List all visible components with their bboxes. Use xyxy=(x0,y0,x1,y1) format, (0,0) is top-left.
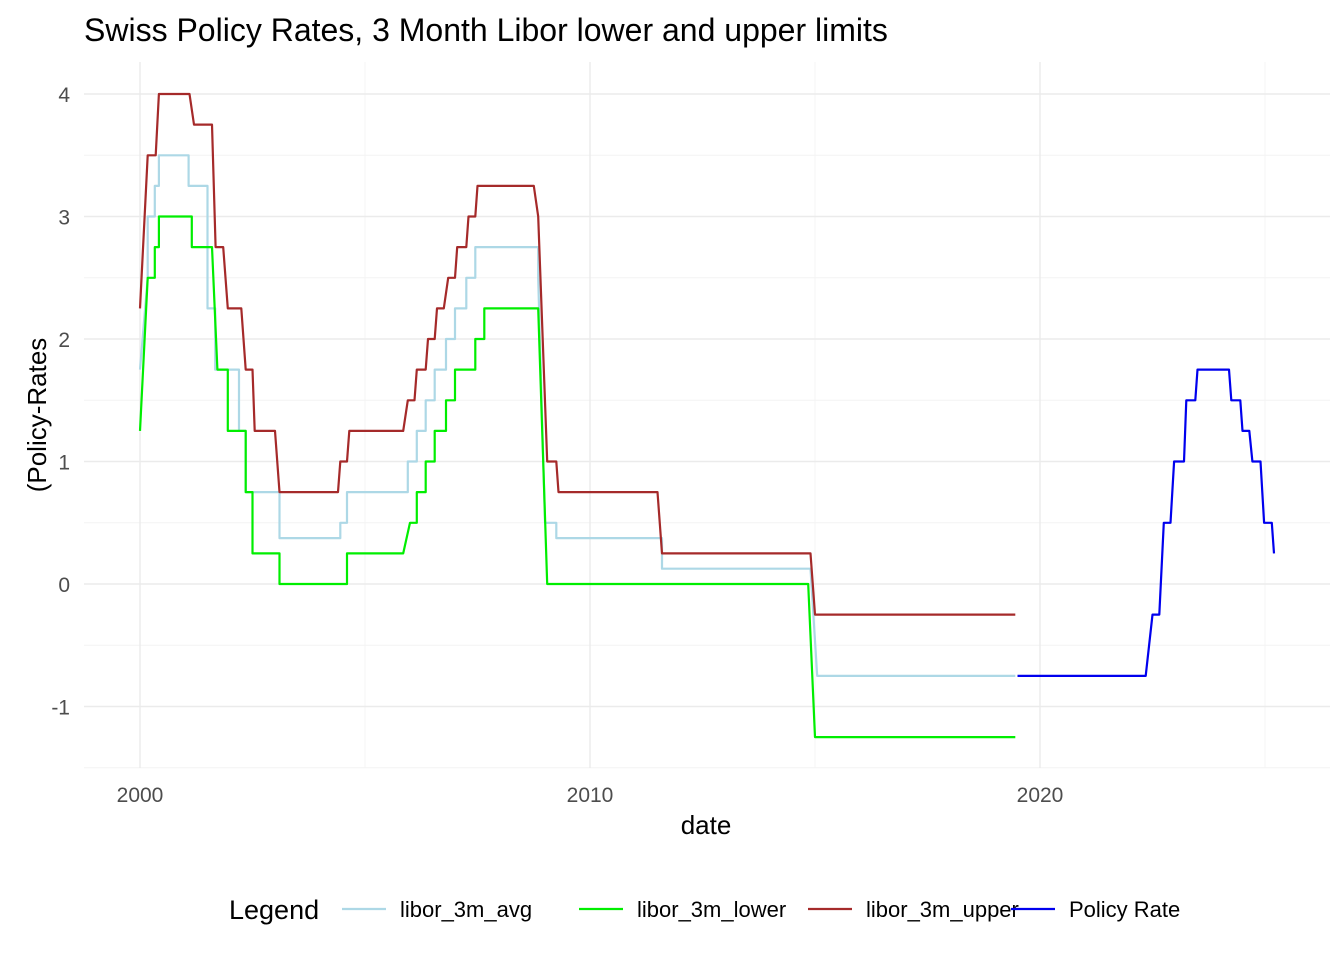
chart-title: Swiss Policy Rates, 3 Month Libor lower … xyxy=(84,12,888,48)
legend-label-libor-3m-upper: libor_3m_upper xyxy=(866,897,1019,922)
series-line-policy-rate xyxy=(1017,368,1276,678)
legend-title: Legend xyxy=(229,895,319,925)
legend: Legend libor_3m_avg libor_3m_lower libor_3… xyxy=(229,895,1180,925)
legend-items: libor_3m_avg libor_3m_lower libor_3m_upper… xyxy=(342,897,1180,922)
legend-label-policy-rate: Policy Rate xyxy=(1069,897,1180,922)
series-lines xyxy=(138,92,1276,739)
y-tick-label: -1 xyxy=(51,697,70,720)
y-axis-title: (Policy-Rates xyxy=(22,338,52,493)
y-tick-label: 2 xyxy=(58,329,70,352)
y-tick-label: 4 xyxy=(58,84,70,107)
y-tick-label: 1 xyxy=(58,452,70,475)
x-tick-label: 2010 xyxy=(567,784,614,807)
x-axis-title: date xyxy=(681,810,732,840)
series-line-libor-3m-avg xyxy=(138,154,1016,678)
legend-label-libor-3m-avg: libor_3m_avg xyxy=(400,897,532,922)
y-tick-label: 3 xyxy=(58,207,70,230)
legend-label-libor-3m-lower: libor_3m_lower xyxy=(637,897,786,922)
y-tick-label: 0 xyxy=(58,574,70,597)
series-line-libor-3m-lower xyxy=(138,215,1016,739)
x-tick-label: 2020 xyxy=(1017,784,1064,807)
x-axis-ticks: 2000 2010 2020 xyxy=(117,784,1064,807)
x-tick-label: 2000 xyxy=(117,784,164,807)
series-line-libor-3m-upper xyxy=(138,92,1016,616)
y-axis-ticks: -1 0 1 2 3 4 xyxy=(51,84,70,720)
